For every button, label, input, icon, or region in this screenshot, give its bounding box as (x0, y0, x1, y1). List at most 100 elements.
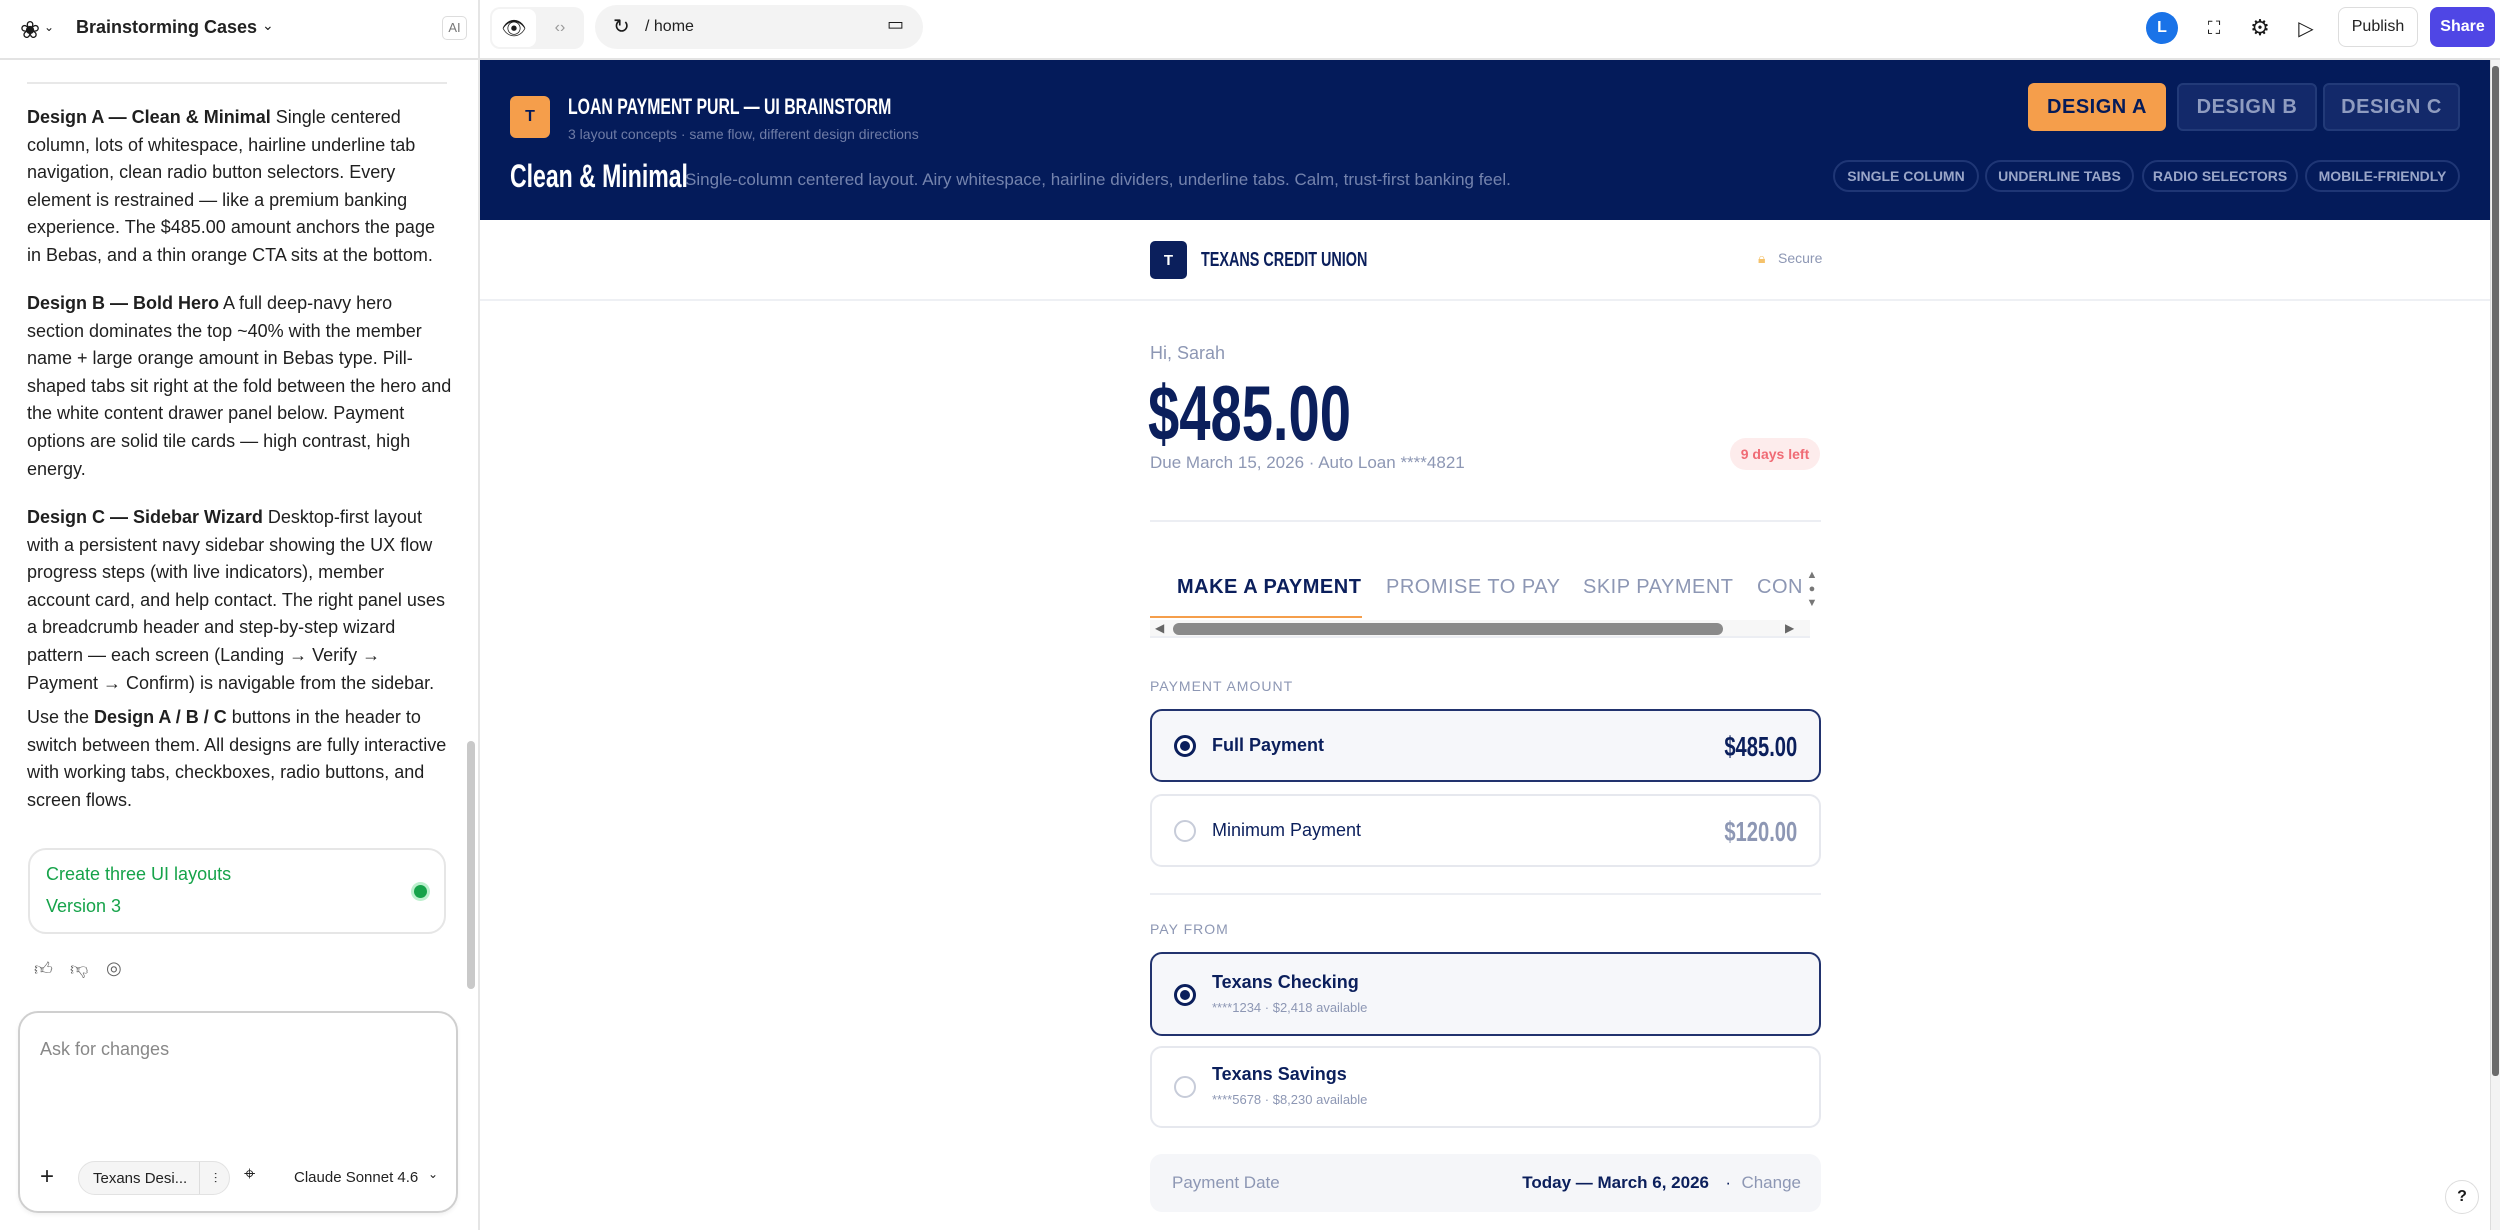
scroll-thumb[interactable] (2492, 66, 2499, 1076)
account-name: Texans Savings (1212, 1064, 1347, 1084)
scroll-right-icon[interactable]: ▶ (1785, 621, 1795, 635)
secure-label: Secure (1778, 250, 1823, 266)
account-name: Texans Checking (1212, 972, 1359, 992)
version-card[interactable]: Create three UI layouts Version 3 (28, 848, 446, 934)
brand-bar-divider (480, 299, 2490, 301)
due-line: Due March 15, 2026 · Auto Loan ****4821 (1150, 453, 1465, 472)
tag-mobile-friendly: MOBILE-FRIENDLY (2305, 160, 2460, 192)
account-savings[interactable]: Texans Savings ****5678 · $8,230 availab… (1150, 1046, 1821, 1128)
project-menu-chevron-icon[interactable]: ⌄ (262, 17, 274, 33)
context-chip[interactable]: Texans Desi... ⫶ (78, 1161, 230, 1195)
design-a-button[interactable]: DESIGN A (2028, 83, 2166, 131)
model-selector[interactable]: Claude Sonnet 4.6 (294, 1169, 419, 1186)
separator: · (1725, 1173, 1731, 1192)
ai-badge[interactable]: AI (442, 16, 467, 40)
figma-logo-icon[interactable]: ❀ (20, 17, 41, 44)
tab-skip-payment[interactable]: SKIP PAYMENT (1583, 576, 1734, 598)
tab-promise-to-pay[interactable]: PROMISE TO PAY (1386, 576, 1561, 598)
tag-underline-tabs: UNDERLINE TABS (1985, 160, 2134, 192)
amount-due: $485.00 (1148, 372, 1430, 454)
chat-input-placeholder: Ask for changes (40, 1039, 170, 1059)
device-preview-icon[interactable]: ▭ (887, 14, 905, 34)
url-path: / home (645, 18, 694, 35)
lock-icon: 🔒︎ (1758, 250, 1766, 266)
status-dot-icon (414, 885, 427, 898)
text: A full deep-navy hero section dominates … (27, 293, 452, 479)
help-button[interactable]: ? (2445, 1180, 2479, 1214)
tag-single-column: SINGLE COLUMN (1833, 160, 1979, 192)
scroll-left-icon[interactable]: ◀ (1155, 621, 1165, 635)
account-detail: ****1234 · $2,418 available (1212, 1000, 1368, 1015)
gear-icon[interactable]: ⚙ (2250, 15, 2270, 40)
message-paragraph: Use the Design A / B / C buttons in the … (27, 704, 452, 814)
play-icon[interactable]: ▷ (2298, 17, 2314, 40)
bold-text: Design A / B / C (94, 707, 227, 727)
preview-scrollbar[interactable] (2490, 60, 2500, 1230)
restore-icon[interactable]: ◎ (106, 958, 122, 978)
divider (1150, 520, 1821, 522)
design-b-button[interactable]: DESIGN B (2177, 83, 2317, 131)
tab-more[interactable]: CON (1757, 576, 1803, 598)
option-label: Minimum Payment (1212, 820, 1362, 840)
radio-unselected[interactable] (1174, 820, 1196, 842)
payment-date-value: Today — March 6, 2026 (1522, 1173, 1709, 1192)
account-detail: ****5678 · $8,230 available (1212, 1092, 1368, 1107)
cursor-select-icon[interactable]: ⌖ (244, 1163, 256, 1185)
version-card-title: Create three UI layouts (46, 864, 232, 884)
eye-icon[interactable]: 👁︎ (492, 9, 536, 47)
preview-toolbar: 👁︎ ‹› ↻ / home ▭ L ⛶ ⚙ ▷ Publish Share (480, 0, 2500, 60)
divider (27, 82, 447, 84)
tab-scrollbar[interactable]: ◀ ▶ (1150, 620, 1810, 638)
payment-date-label: Payment Date (1172, 1173, 1280, 1192)
days-left-badge: 9 days left (1730, 438, 1820, 470)
address-bar[interactable]: ↻ / home ▭ (595, 5, 923, 49)
bold-text: Design C — Sidebar Wizard (27, 507, 263, 527)
option-full-payment[interactable]: Full Payment $485.00 (1150, 709, 1821, 782)
share-button[interactable]: Share (2430, 7, 2495, 47)
chat-input[interactable]: Ask for changes + Texans Desi... ⫶ ⌖ Cla… (18, 1011, 458, 1213)
radio-selected[interactable] (1174, 735, 1196, 757)
option-label: Full Payment (1212, 735, 1325, 755)
radio-selected[interactable] (1174, 984, 1196, 1006)
radio-unselected[interactable] (1174, 1076, 1196, 1098)
chat-scrollbar[interactable] (467, 741, 475, 989)
tab-scroll-vertical[interactable]: ▲ ● ▼ (1806, 569, 1818, 609)
text: Desktop-first layout with a persistent n… (27, 507, 445, 693)
view-toggle: 👁︎ ‹› (490, 7, 584, 49)
greeting: Hi, Sarah (1150, 343, 1226, 363)
publish-button[interactable]: Publish (2338, 7, 2418, 47)
design-c-button[interactable]: DESIGN C (2323, 83, 2460, 131)
divider (1150, 893, 1821, 895)
sliders-icon[interactable]: ⫶ (199, 1162, 231, 1194)
account-checking[interactable]: Texans Checking ****1234 · $2,418 availa… (1150, 952, 1821, 1036)
reload-icon[interactable]: ↻ (613, 16, 630, 38)
message-paragraph: Design B — Bold Hero A full deep-navy he… (27, 290, 452, 483)
banner-title-text: LOAN PAYMENT PURL — UI BRAINSTORM (568, 94, 892, 119)
option-value-text: $120.00 (1724, 816, 1797, 847)
banner-title: LOAN PAYMENT PURL — UI BRAINSTORM (568, 94, 1017, 120)
code-icon[interactable]: ‹› (554, 19, 566, 36)
amount-due-text: $485.00 (1148, 369, 1352, 457)
add-icon[interactable]: + (40, 1163, 55, 1190)
message-paragraph: Design A — Clean & Minimal Single center… (27, 104, 452, 270)
text: Single centered column, lots of whitespa… (27, 107, 435, 265)
thumbs-up-icon[interactable]: 👍︎ (34, 959, 53, 979)
payment-amount-label: PAYMENT AMOUNT (1150, 678, 1294, 694)
inspect-icon[interactable]: ⛶ (2207, 17, 2221, 38)
tab-make-a-payment[interactable]: MAKE A PAYMENT (1177, 576, 1362, 598)
brand-name-text: TEXANS CREDIT UNION (1201, 249, 1368, 271)
banner-subtitle: 3 layout concepts · same flow, different… (568, 126, 919, 142)
bold-text: Design A — Clean & Minimal (27, 107, 271, 127)
scroll-thumb[interactable] (1173, 623, 1723, 635)
design-description: Single-column centered layout. Airy whit… (685, 170, 1511, 189)
option-minimum-payment[interactable]: Minimum Payment $120.00 (1150, 794, 1821, 867)
option-value: $120.00 (1677, 816, 1797, 848)
payment-date-row: Payment Date Today — March 6, 2026 · Cha… (1150, 1154, 1821, 1212)
thumbs-down-icon[interactable]: 👎︎ (70, 959, 89, 979)
change-date-link[interactable]: Change (1741, 1173, 1801, 1192)
avatar[interactable]: L (2146, 12, 2178, 44)
project-title[interactable]: Brainstorming Cases (76, 17, 258, 37)
active-tab-underline (1150, 616, 1362, 618)
chevron-down-icon[interactable]: ⌄ (44, 20, 55, 34)
chevron-down-icon[interactable]: ⌄ (428, 1167, 439, 1181)
